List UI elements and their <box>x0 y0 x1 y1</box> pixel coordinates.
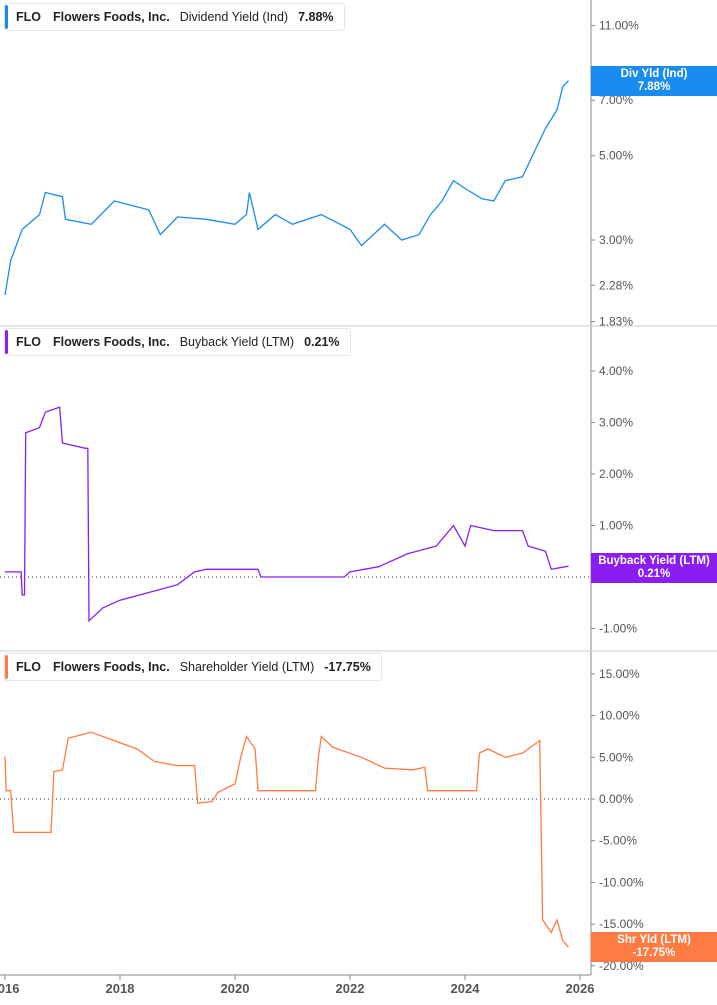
x-tick-label: 2018 <box>106 981 135 996</box>
y-tick-label: 5.00% <box>599 149 633 163</box>
legend-ticker: FLO <box>16 10 41 24</box>
tag-value: -17.75% <box>632 947 676 959</box>
y-tick-label: 1.83% <box>599 315 633 329</box>
x-tick-label: 2026 <box>566 981 595 996</box>
series-color-marker <box>5 655 8 679</box>
tag-label: Buyback Yield (LTM) <box>598 555 710 567</box>
y-tick-label: 1.00% <box>599 519 633 533</box>
legend-dividend-yield: FLO Flowers Foods, Inc. Dividend Yield (… <box>4 3 345 31</box>
x-tick-label: 2022 <box>336 981 365 996</box>
series-line <box>4 80 569 296</box>
y-tick-label: -10.00% <box>599 875 644 889</box>
legend-metric: Shareholder Yield (LTM) <box>179 660 315 674</box>
y-tick-label: 2.28% <box>599 278 633 292</box>
series-color-marker <box>5 5 8 29</box>
legend-value: 7.88% <box>298 10 334 24</box>
tag-value: 0.21% <box>637 568 671 580</box>
last-value-tag-shareholder: Shr Yld (LTM) -17.75% <box>591 932 717 962</box>
y-tick-label: 3.00% <box>599 233 633 247</box>
tag-value: 7.88% <box>637 81 671 93</box>
x-tick-label: 2016 <box>0 981 19 996</box>
last-value-tag-buyback: Buyback Yield (LTM) 0.21% <box>591 553 717 583</box>
legend-metric: Buyback Yield (LTM) <box>179 335 295 349</box>
y-tick-label: 5.00% <box>599 750 633 764</box>
legend-value: 0.21% <box>304 335 340 349</box>
y-tick-label: 4.00% <box>599 364 633 378</box>
y-tick-label: -20.00% <box>599 959 644 973</box>
legend-company: Flowers Foods, Inc. <box>53 660 170 674</box>
x-tick-label: 2020 <box>221 981 250 996</box>
series-line <box>5 406 569 623</box>
tag-label: Shr Yld (LTM) <box>617 934 691 946</box>
tag-label: Div Yld (Ind) <box>620 68 688 80</box>
y-tick-label: 15.00% <box>599 667 640 681</box>
y-tick-label: 0.00% <box>599 792 633 806</box>
legend-ticker: FLO <box>16 660 41 674</box>
legend-buyback-yield: FLO Flowers Foods, Inc. Buyback Yield (L… <box>4 328 351 356</box>
y-tick-label: 2.00% <box>599 467 633 481</box>
series-color-marker <box>5 330 8 354</box>
y-tick-label: -15.00% <box>599 917 644 931</box>
y-tick-label: -5.00% <box>599 834 637 848</box>
legend-metric: Dividend Yield (Ind) <box>179 10 289 24</box>
legend-value: -17.75% <box>324 660 371 674</box>
y-tick-label: 11.00% <box>599 19 639 33</box>
last-value-tag-dividend: Div Yld (Ind) 7.88% <box>591 66 717 96</box>
x-tick-label: 2024 <box>451 981 481 996</box>
legend-shareholder-yield: FLO Flowers Foods, Inc. Shareholder Yiel… <box>4 653 382 681</box>
legend-company: Flowers Foods, Inc. <box>53 10 170 24</box>
y-tick-label: 7.00% <box>599 93 633 107</box>
series-line <box>4 731 569 948</box>
legend-company: Flowers Foods, Inc. <box>53 335 170 349</box>
y-tick-label: 10.00% <box>599 709 640 723</box>
y-tick-label: -1.00% <box>599 622 637 636</box>
legend-ticker: FLO <box>16 335 41 349</box>
y-tick-label: 3.00% <box>599 416 633 430</box>
